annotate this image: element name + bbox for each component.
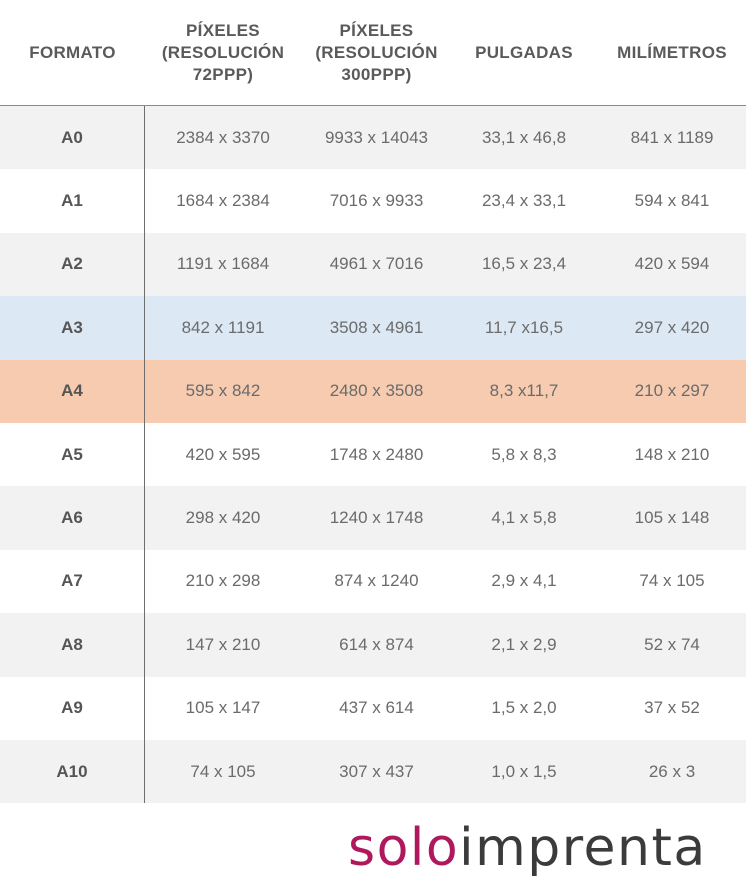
cell-format: A8 [0, 613, 145, 677]
cell-pixels-300ppp: 614 x 874 [339, 634, 414, 654]
cell-format: A5 [0, 422, 145, 487]
table-row: A0 2384 x 3370 9933 x 14043 33,1 x 46,8 841 … [0, 106, 746, 170]
cell-millimeters: 210 x 297 [634, 381, 710, 401]
cell-pixels-300ppp: 7016 x 9933 [329, 191, 424, 211]
logo-solo: solo [348, 818, 460, 878]
cell-millimeters: 105 x 148 [634, 508, 710, 528]
cell-format: A6 [0, 486, 145, 550]
cell-pixels-72ppp: 147 x 210 [185, 634, 261, 654]
cell-millimeters: 26 x 3 [648, 761, 696, 781]
cell-inches: 33,1 x 46,8 [481, 127, 567, 147]
cell-format: A3 [0, 296, 145, 360]
table-row: A8 147 x 210 614 x 874 2,1 x 2,9 52 x 74 [0, 613, 746, 677]
cell-millimeters: 74 x 105 [639, 571, 705, 591]
soloimprenta-logo: soloimprenta [348, 818, 707, 878]
cell-inches: 8,3 x11,7 [489, 381, 559, 401]
cell-pixels-72ppp: 1191 x 1684 [176, 254, 270, 274]
cell-pixels-72ppp: 595 x 842 [185, 381, 261, 401]
cell-millimeters: 148 x 210 [634, 444, 710, 464]
cell-pixels-300ppp: 437 x 614 [339, 698, 414, 718]
cell-inches: 5,8 x 8,3 [491, 444, 557, 464]
logo-imprenta: imprenta [459, 818, 707, 878]
cell-inches: 1,0 x 1,5 [491, 761, 557, 781]
cell-format: A1 [0, 169, 145, 233]
table-row: A3 842 x 1191 3508 x 4961 11,7 x16,5 297 x 4… [0, 296, 746, 360]
cell-inches: 1,5 x 2,0 [491, 698, 557, 718]
cell-pixels-300ppp: 874 x 1240 [334, 571, 419, 591]
cell-inches: 16,5 x 23,4 [481, 254, 567, 274]
header-pixels-300ppp: PÍXELES (RESOLUCIÓN 300PPP) [315, 20, 438, 84]
cell-pixels-72ppp: 105 x 147 [185, 698, 261, 718]
cell-format: A4 [0, 359, 145, 423]
cell-inches: 4,1 x 5,8 [491, 508, 557, 528]
cell-pixels-72ppp: 298 x 420 [185, 508, 261, 528]
cell-pixels-300ppp: 2480 x 3508 [329, 381, 424, 401]
cell-millimeters: 297 x 420 [634, 317, 710, 337]
table-row: A7 210 x 298 874 x 1240 2,9 x 4,1 74 x 105 [0, 549, 746, 614]
table-row: A2 1191 x 1684 4961 x 7016 16,5 x 23,4 420 x… [0, 232, 746, 297]
cell-format: A7 [0, 549, 145, 614]
table-row: A1 1684 x 2384 7016 x 9933 23,4 x 33,1 594 x… [0, 169, 746, 233]
table-row: A5 420 x 595 1748 x 2480 5,8 x 8,3 148 x 210 [0, 422, 746, 487]
table-header: FORMATO PÍXELES (RESOLUCIÓN 72PPP) PÍXEL… [0, 0, 746, 106]
table-row: A4 595 x 842 2480 x 3508 8,3 x11,7 210 x 297 [0, 359, 746, 423]
table-body: A0 2384 x 3370 9933 x 14043 33,1 x 46,8 841 … [0, 106, 746, 804]
cell-pixels-72ppp: 420 x 595 [185, 444, 261, 464]
cell-millimeters: 841 x 1189 [630, 127, 714, 147]
cell-millimeters: 594 x 841 [634, 191, 710, 211]
paper-sizes-table: FORMATO PÍXELES (RESOLUCIÓN 72PPP) PÍXEL… [0, 0, 746, 804]
cell-inches: 2,1 x 2,9 [491, 634, 557, 654]
cell-pixels-72ppp: 210 x 298 [185, 571, 261, 591]
cell-format: A10 [0, 739, 145, 804]
table-row: A9 105 x 147 437 x 614 1,5 x 2,0 37 x 52 [0, 676, 746, 740]
cell-pixels-72ppp: 74 x 105 [190, 761, 256, 781]
cell-format: A0 [0, 106, 145, 170]
cell-pixels-300ppp: 9933 x 14043 [324, 127, 429, 147]
cell-inches: 2,9 x 4,1 [491, 571, 557, 591]
cell-millimeters: 420 x 594 [634, 254, 710, 274]
cell-pixels-72ppp: 1684 x 2384 [176, 191, 270, 211]
cell-format: A9 [0, 676, 145, 740]
header-format: FORMATO [29, 42, 116, 62]
cell-pixels-300ppp: 1240 x 1748 [329, 508, 424, 528]
header-inches: PULGADAS [475, 42, 573, 62]
cell-pixels-72ppp: 842 x 1191 [181, 317, 265, 337]
cell-pixels-300ppp: 4961 x 7016 [329, 254, 424, 274]
cell-millimeters: 37 x 52 [644, 698, 700, 718]
cell-pixels-300ppp: 307 x 437 [339, 761, 414, 781]
table-row: A10 74 x 105 307 x 437 1,0 x 1,5 26 x 3 [0, 739, 746, 804]
cell-inches: 23,4 x 33,1 [481, 191, 567, 211]
cell-pixels-300ppp: 1748 x 2480 [329, 444, 424, 464]
cell-millimeters: 52 x 74 [644, 634, 700, 654]
cell-pixels-300ppp: 3508 x 4961 [329, 317, 424, 337]
table-row: A6 298 x 420 1240 x 1748 4,1 x 5,8 105 x 148 [0, 486, 746, 550]
cell-inches: 11,7 x16,5 [484, 317, 564, 337]
cell-format: A2 [0, 232, 145, 297]
header-millimeters: MILÍMETROS [617, 42, 727, 62]
cell-pixels-72ppp: 2384 x 3370 [176, 127, 270, 147]
header-pixels-72ppp: PÍXELES (RESOLUCIÓN 72PPP) [161, 20, 285, 84]
